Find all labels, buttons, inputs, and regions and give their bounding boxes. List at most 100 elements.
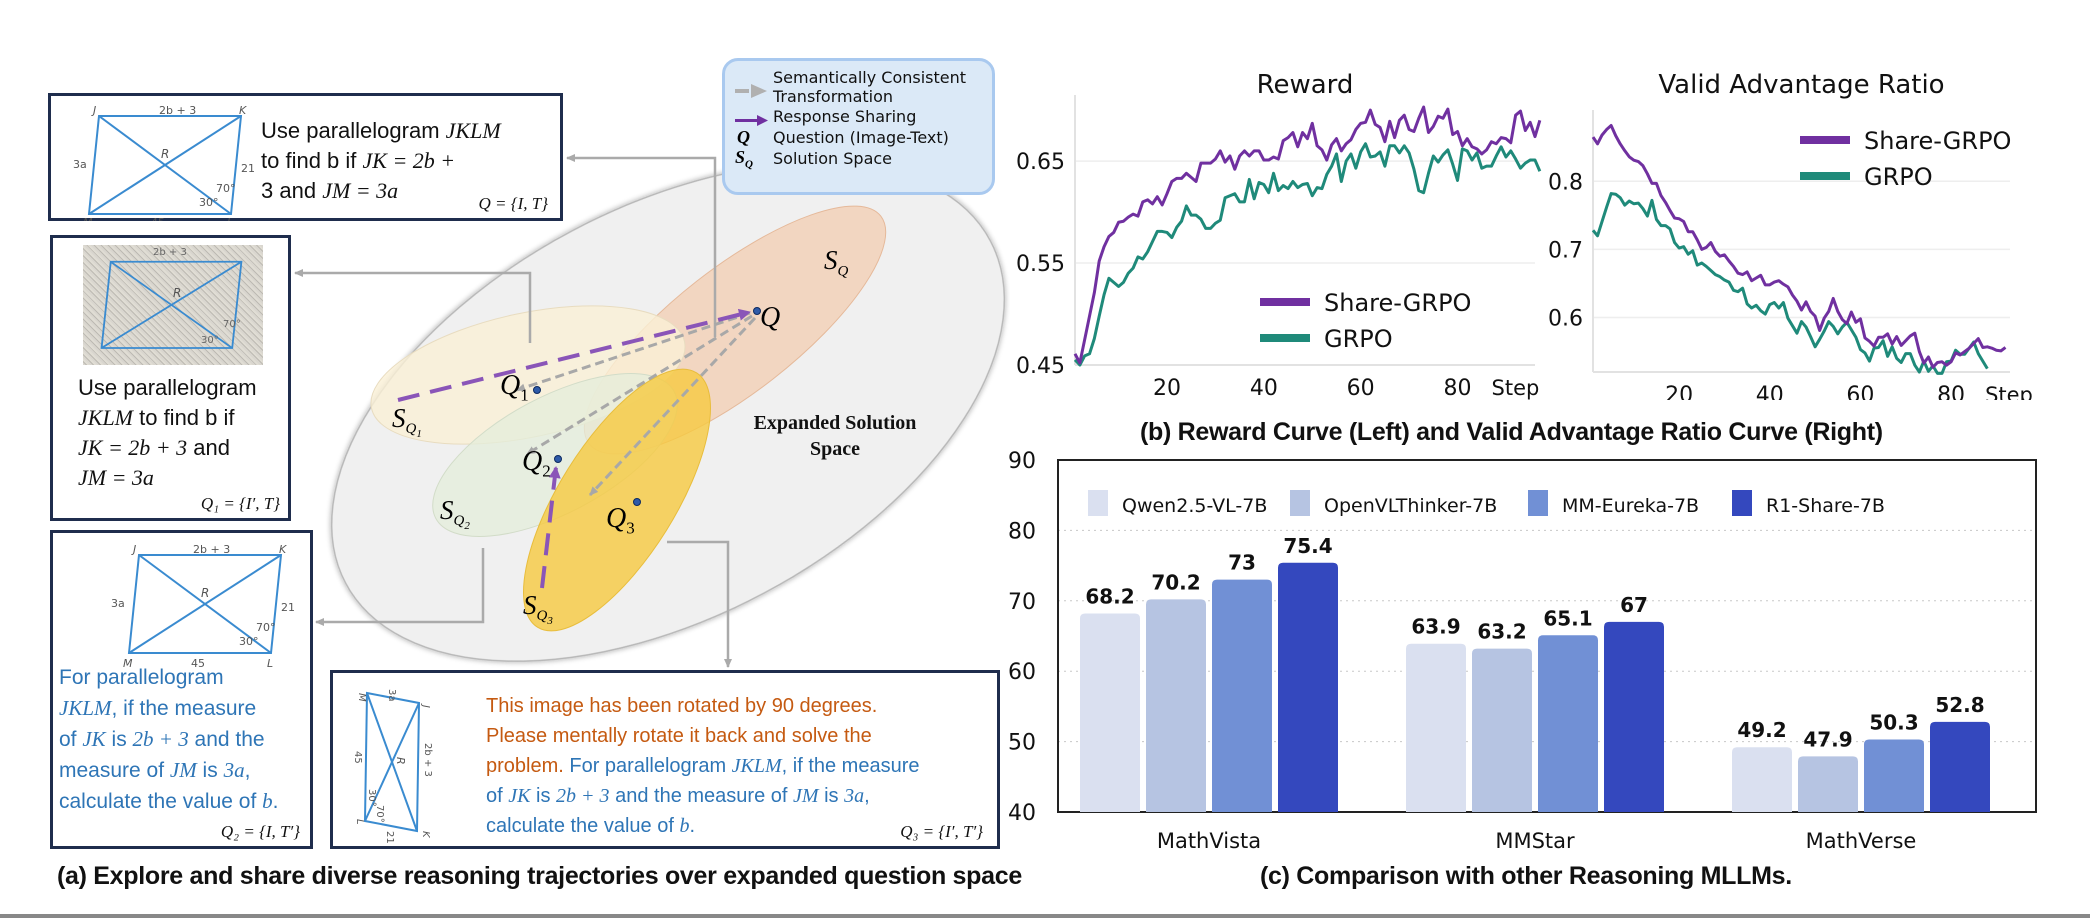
question-box-q1: R 2b + 3 30° 70° Use parallelogram JKLM … xyxy=(50,235,291,521)
series-line-share-grpo xyxy=(1591,123,2007,369)
q3-line-4e: , xyxy=(864,785,870,807)
legend-transform-label: Semantically Consistent Transformation xyxy=(773,68,966,106)
bar-qwen2.5-vl-7b-mathvista xyxy=(1080,613,1140,812)
x-axis-label: Step xyxy=(1985,383,2033,400)
caption-a: (a) Explore and share diverse reasoning … xyxy=(57,862,1022,890)
bar-value-label: 70.2 xyxy=(1151,570,1200,594)
q3-line-5b: . xyxy=(689,815,696,837)
q-text-3: 3 xyxy=(261,178,274,203)
q-text-2: to find b if xyxy=(261,148,363,173)
x-tick-label: 40 xyxy=(1250,376,1278,400)
rot-vertex-j: J xyxy=(420,703,431,708)
y-tick-label: 0.55 xyxy=(1016,252,1065,277)
rot-vertex-l: L xyxy=(354,819,365,825)
bar-value-label: 73 xyxy=(1228,551,1256,575)
q3-math-4: JM xyxy=(792,785,819,807)
bottom-border xyxy=(0,914,2090,918)
y-tick-label: 0.45 xyxy=(1016,354,1065,379)
q2-math-5: 3a xyxy=(223,758,245,782)
y-tick-label: 0.8 xyxy=(1548,170,1583,195)
rot-top-label: 2b + 3 xyxy=(422,743,433,777)
q3-math-6: b xyxy=(679,815,690,837)
x-tick-label: 20 xyxy=(1153,376,1181,400)
line-chart-reward: Reward 0.45 0.55 0.65 20 40 60 80 Step Share-GRPO… xyxy=(1016,70,1542,400)
q2-angle-30: 30° xyxy=(239,635,259,648)
category-label: MathVista xyxy=(1157,829,1261,853)
q2-top-label: 2b + 3 xyxy=(193,545,230,556)
angle-70-label: 70° xyxy=(216,182,236,195)
q3-line-4b: is xyxy=(530,785,557,807)
connector-q1 xyxy=(294,269,532,343)
series-line-grpo xyxy=(1073,142,1542,367)
q2-math-6: b xyxy=(262,789,273,813)
y-tick-label: 90 xyxy=(1008,449,1036,474)
bar-mm-eureka-7b-mmstar xyxy=(1538,635,1598,812)
bar-value-label: 67 xyxy=(1620,593,1648,617)
q2-line-5a: calculate the value of xyxy=(59,790,263,813)
expanded-solution-space-label: Expanded Solution Space xyxy=(735,410,935,462)
q3-set-label: Q₃ = {I′, T′} xyxy=(900,822,983,841)
rot-vertex-r: R xyxy=(394,757,407,765)
noisy-vertex-r: R xyxy=(173,286,181,300)
transform-arrow-q3 xyxy=(588,316,757,497)
line-chart-var: Valid Advantage Ratio 0.6 0.7 0.8 20 40 60 80 St… xyxy=(1548,70,2033,400)
legend-solution-label: Solution Space xyxy=(773,149,893,168)
legend-question-label: Question (Image-Text) xyxy=(773,128,949,147)
y-tick-label: 70 xyxy=(1008,590,1036,615)
q3-line-1: This image has been rotated by 90 degree… xyxy=(486,695,878,717)
bar-value-label: 65.1 xyxy=(1543,606,1592,630)
bar-openvlthinker-7b-mathvista xyxy=(1146,599,1206,812)
q2-bottom-label: 45 xyxy=(191,657,205,670)
x-tick-label: 60 xyxy=(1347,376,1375,400)
q1-set-label: Q₁ = {I′, T} xyxy=(200,494,280,513)
q-math-3: JM = 3a xyxy=(322,178,399,203)
q3-math-5: 3a xyxy=(844,785,865,807)
category-label: MMStar xyxy=(1495,829,1575,853)
q-math-2: JK = 2b + xyxy=(362,148,456,173)
bar-openvlthinker-7b-mmstar xyxy=(1472,648,1532,812)
q3-line-2: Please mentally rotate it back and solve… xyxy=(486,725,872,747)
side-right-label: 21 xyxy=(241,162,255,175)
noisy-angle-70: 70° xyxy=(223,319,241,330)
noisy-image: R 2b + 3 30° 70° xyxy=(83,245,263,365)
q2-vertex-m: M xyxy=(123,657,133,670)
q3-line-5a: calculate the value of xyxy=(486,815,680,837)
node-q3 xyxy=(633,498,641,506)
question-q-text: Use parallelogram JKLM to find b if JK =… xyxy=(261,116,551,206)
legend-swatch-r1-share-7b xyxy=(1732,490,1752,516)
side-bottom-label: 45 xyxy=(151,216,165,221)
rot-vertex-k: K xyxy=(420,831,431,839)
noisy-top-label: 2b + 3 xyxy=(153,247,187,258)
solution-space-diagram xyxy=(294,154,1006,668)
rot-angle-30: 30° xyxy=(366,789,377,807)
space-sq3-label: SQ3 xyxy=(523,590,553,628)
q2-line-4b: is xyxy=(196,759,224,782)
legend-box: Semantically Consistent Transformation R… xyxy=(722,58,995,195)
noisy-parallelogram-figure: R 2b + 3 30° 70° xyxy=(100,247,243,349)
bar-value-label: 68.2 xyxy=(1085,584,1134,608)
q1-line-1: Use parallelogram xyxy=(78,375,257,400)
x-tick-label: 40 xyxy=(1756,383,1784,400)
question-q3-text: This image has been rotated by 90 degree… xyxy=(486,691,1006,841)
vertex-j: J xyxy=(91,106,96,117)
transform-arrow-q2 xyxy=(526,314,753,456)
series-line-share-grpo xyxy=(1073,105,1542,365)
y-tick-label: 0.7 xyxy=(1548,238,1583,263)
x-tick-label: 60 xyxy=(1846,383,1874,400)
question-q1-text: Use parallelogram JKLM to find b if JK =… xyxy=(78,373,288,493)
x-axis-label: Step xyxy=(1492,376,1540,400)
q-set-label: Q = {I, T} xyxy=(478,194,548,213)
vertex-k: K xyxy=(239,106,247,117)
legend-label-r1-share-7b: R1-Share-7B xyxy=(1766,495,1885,517)
noisy-angle-30: 30° xyxy=(201,335,219,346)
line-charts: Reward 0.45 0.55 0.65 20 40 60 80 Step Share-GRPO… xyxy=(1016,70,2033,400)
expanded-label-line2: Space xyxy=(810,438,860,460)
bar-chart: 40 50 60 70 80 90 68.2 70.2 73 75.4 MathVista 63.9 6… xyxy=(1008,449,2037,853)
q2-line-2: , if the measure xyxy=(111,697,257,720)
bar-mm-eureka-7b-mathverse xyxy=(1864,739,1924,812)
q2-vertex-r: R xyxy=(201,586,209,600)
bar-qwen2.5-vl-7b-mmstar xyxy=(1406,643,1466,812)
series-line-grpo xyxy=(1591,192,1989,375)
category-label: MathVerse xyxy=(1806,829,1917,853)
connector-q xyxy=(566,154,717,337)
